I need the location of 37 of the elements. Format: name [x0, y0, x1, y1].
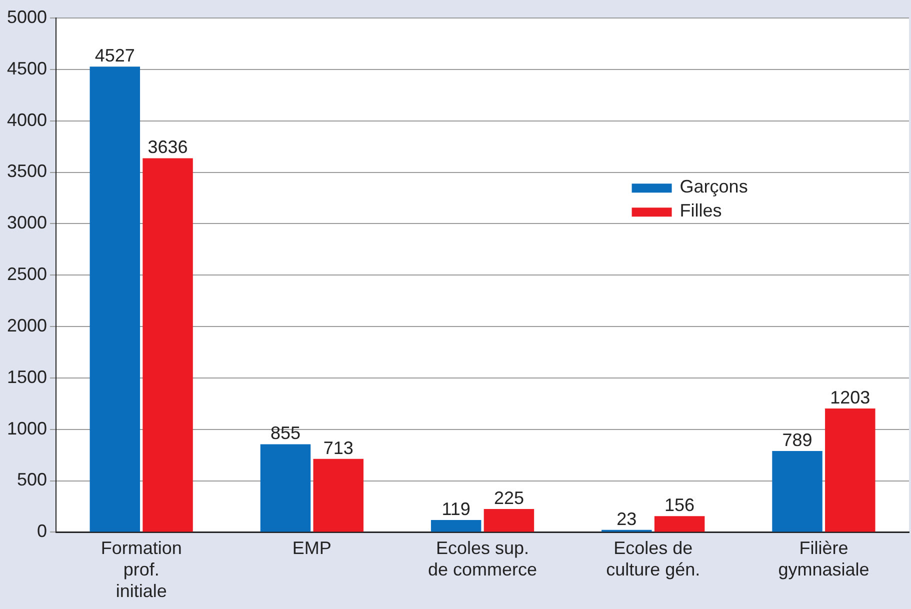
y-tick-label: 1000 — [6, 418, 48, 438]
bar — [772, 451, 822, 532]
bar — [260, 444, 311, 532]
y-tick-label: 4000 — [6, 110, 48, 130]
bar — [825, 408, 876, 532]
y-tick-label: 0 — [37, 521, 48, 542]
y-tick-label: 2000 — [6, 315, 48, 336]
y-tick-label: 5000 — [6, 6, 48, 27]
data-label: 156 — [664, 495, 695, 516]
bar — [90, 66, 140, 532]
legend-label: Garçons — [680, 176, 748, 197]
bar — [484, 509, 534, 532]
bar — [430, 520, 482, 532]
x-tick-label: Filière gymnasiale — [778, 538, 870, 580]
y-tick-label: 3500 — [6, 161, 48, 182]
y-tick-label: 4500 — [6, 58, 48, 78]
data-label: 4527 — [94, 46, 135, 66]
y-tick-label: 1500 — [6, 366, 48, 387]
bar — [654, 516, 705, 532]
data-label: 23 — [616, 508, 637, 529]
data-label: 789 — [782, 430, 812, 450]
data-label: 855 — [270, 423, 301, 444]
y-tick-label: 3000 — [6, 212, 48, 233]
bar — [142, 158, 193, 532]
x-tick-label: Ecoles de culture gén. — [606, 538, 700, 580]
data-label: 119 — [442, 498, 470, 519]
y-tick-label: 2500 — [6, 264, 48, 284]
data-label: 225 — [494, 488, 524, 508]
data-label: 3636 — [148, 137, 188, 158]
data-label: 713 — [323, 438, 354, 458]
x-tick-label: Formation prof. initiale — [100, 538, 182, 602]
bar — [313, 458, 364, 532]
legend-label: Filles — [680, 200, 722, 221]
x-tick-label: EMP — [292, 538, 332, 558]
x-tick-label: Ecoles sup. de commerce — [428, 538, 538, 580]
y-tick-label: 500 — [16, 470, 48, 490]
data-label: 1203 — [830, 387, 870, 408]
